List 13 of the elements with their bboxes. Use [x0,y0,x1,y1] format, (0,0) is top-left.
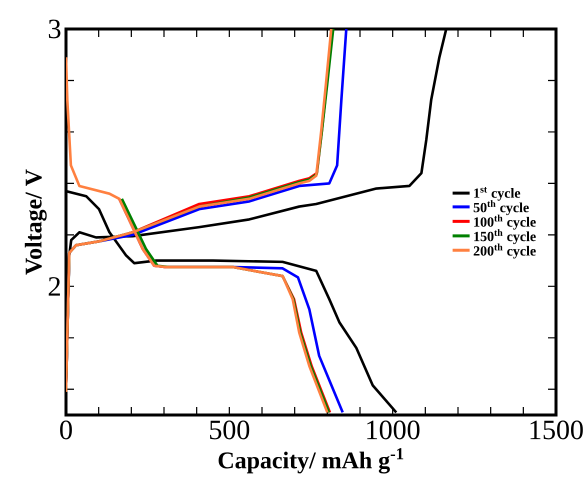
x-tick-label: 0 [60,420,72,440]
x-tick-label: 1500 [530,420,583,440]
y-tick-label: 2 [48,277,60,296]
x-axis-title: Capacity/ mAh g$^{-1}$ [218,448,404,474]
legend-label: 1$^{st}$ cycle [474,186,520,201]
legend-label: 200$^{th}$ cycle [474,244,536,259]
legend-label: 150$^{th}$ cycle [474,229,536,244]
x-tick-label: 500 [210,420,250,440]
legend-label: 50$^{th}$ cycle [474,200,529,216]
legend-label: 100$^{th}$ cycle [474,214,536,230]
x-tick-label: 1000 [367,420,420,440]
y-axis-title: Voltage/ V [24,169,47,275]
y-tick-label: 3 [48,20,60,38]
